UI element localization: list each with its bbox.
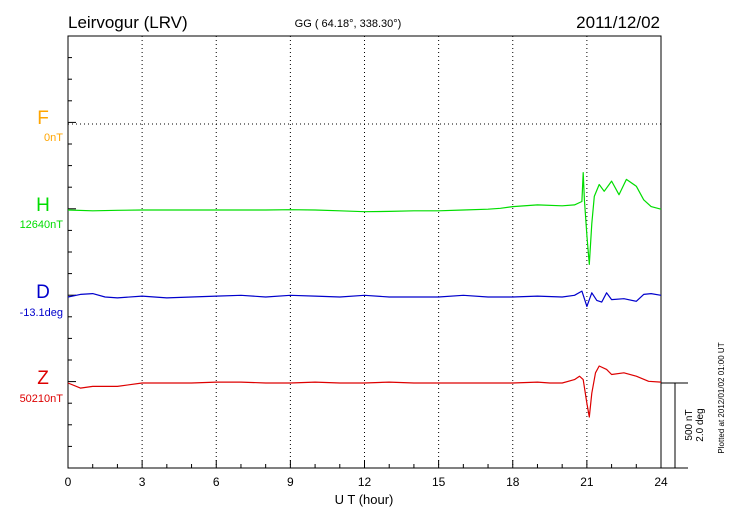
component-letter-d: D (36, 282, 50, 303)
component-letter-h: H (36, 195, 50, 216)
x-tick-label: 3 (139, 475, 146, 489)
series-line-h (67, 172, 662, 265)
component-baseline-f: 0nT (44, 132, 63, 144)
component-baseline-z: 50210nT (20, 393, 64, 405)
series-line-d (67, 290, 662, 307)
x-tick-label: 15 (432, 475, 446, 489)
series-line-z (67, 365, 662, 418)
component-letter-f: F (37, 108, 49, 129)
station-title: Leirvogur (LRV) (68, 13, 188, 32)
axis-ticks: 0 3 6 9 12 15 18 21 24 (65, 57, 668, 489)
scale-label-nt: 500 nT (684, 409, 695, 440)
component-baseline-h: 12640nT (20, 219, 64, 231)
series-lines (67, 172, 662, 418)
grid-lines (68, 36, 661, 468)
x-tick-label: 9 (287, 475, 294, 489)
scale-label-deg: 2.0 deg (695, 408, 706, 441)
x-tick-label: 12 (358, 475, 372, 489)
component-letter-z: Z (37, 368, 49, 389)
chart-date: 2011/12/02 (576, 13, 660, 32)
x-tick-label: 18 (506, 475, 520, 489)
x-tick-label: 24 (654, 475, 668, 489)
component-baseline-d: -13.1deg (20, 307, 63, 319)
x-tick-label: 0 (65, 475, 72, 489)
x-tick-label: 21 (580, 475, 594, 489)
x-tick-label: 6 (213, 475, 220, 489)
station-coords: GG ( 64.18°, 338.30°) (295, 18, 402, 30)
x-axis-label: U T (hour) (335, 492, 394, 507)
plotted-timestamp: Plotted at 2012/01/02 01:00 UT (717, 342, 726, 453)
